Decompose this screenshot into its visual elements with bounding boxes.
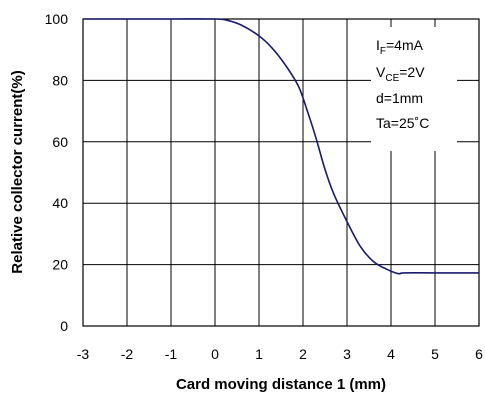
condition-note: VCE=2V: [376, 64, 425, 84]
x-tick-label: -2: [121, 346, 134, 362]
x-tick-label: -1: [165, 346, 178, 362]
plot-frame-rect: [82, 18, 480, 327]
x-tick-label: 5: [431, 346, 439, 362]
condition-note: Ta=25˚C: [376, 115, 429, 131]
x-tick-label: 6: [475, 346, 483, 362]
conditions-box: [371, 27, 457, 151]
x-tick-label: 3: [343, 346, 351, 362]
x-tick-label: 0: [211, 346, 219, 362]
x-tick-label: 4: [387, 346, 395, 362]
y-tick-labels: 0 20 40 60 80 100: [45, 11, 69, 334]
condition-note: IF=4mA: [376, 37, 424, 57]
y-tick-label: 100: [45, 11, 69, 27]
x-axis-title: Card moving distance 1 (mm): [176, 376, 386, 393]
x-tick-label: 2: [299, 346, 307, 362]
y-tick-label: 60: [52, 134, 68, 150]
x-tick-label: -3: [77, 346, 90, 362]
conditions-annotations: IF=4mA VCE=2V d=1mm Ta=25˚C: [376, 37, 429, 131]
y-tick-label: 80: [52, 72, 68, 88]
y-tick-label: 20: [52, 257, 68, 273]
condition-note: d=1mm: [376, 90, 423, 106]
series-line: [82, 18, 479, 275]
x-tick-label: 1: [255, 346, 263, 362]
y-tick-label: 0: [60, 318, 68, 334]
y-tick-label: 40: [52, 195, 68, 211]
plot-frame: [82, 18, 480, 327]
x-tick-labels: -3 -2 -1 0 1 2 3 4 5 6: [77, 346, 483, 362]
series-group: [82, 18, 479, 275]
y-axis-title: Relative collector current(%): [9, 70, 26, 273]
